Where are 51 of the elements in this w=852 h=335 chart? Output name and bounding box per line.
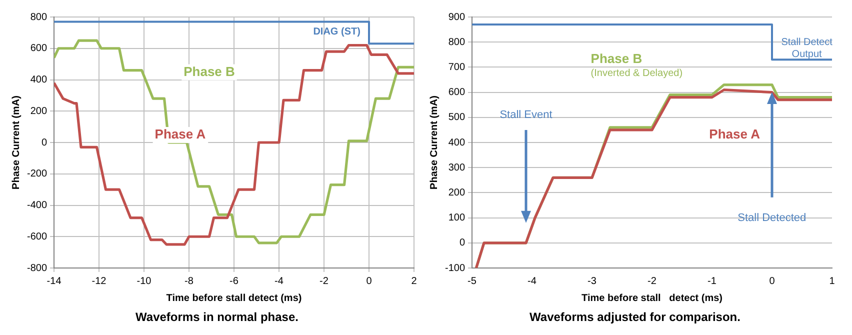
y-tick-label: 200 bbox=[448, 187, 466, 198]
y-tick-label: -200 bbox=[27, 168, 48, 180]
x-tick-label: -2 bbox=[648, 276, 657, 287]
series-label: DIAG (ST) bbox=[313, 26, 360, 38]
y-tick-label: -600 bbox=[27, 231, 48, 242]
y-axis-title: Phase Current (mA) bbox=[428, 96, 440, 190]
x-axis-title: Time before stall detect (ms) bbox=[582, 292, 722, 304]
y-tick-label: 900 bbox=[448, 12, 466, 23]
y-tick-label: -800 bbox=[27, 262, 48, 274]
x-tick-label: 2 bbox=[411, 276, 418, 287]
annotation: (Inverted & Delayed) bbox=[590, 68, 683, 80]
y-tick-label: 200 bbox=[30, 106, 48, 117]
y-tick-label: 400 bbox=[448, 137, 466, 148]
text: Phase A bbox=[709, 126, 761, 142]
x-tick-label: 0 bbox=[366, 276, 372, 287]
y-tick-label: 100 bbox=[448, 212, 466, 224]
y-tick-label: 400 bbox=[30, 74, 48, 86]
x-tick-label: -5 bbox=[468, 276, 477, 287]
x-tick-label: -6 bbox=[230, 276, 239, 287]
x-tick-label: -4 bbox=[274, 276, 284, 287]
y-tick-label: -400 bbox=[27, 200, 48, 211]
x-tick-label: -12 bbox=[92, 276, 107, 287]
y-tick-label: 600 bbox=[30, 43, 48, 54]
annotation: Stall Detected bbox=[738, 212, 806, 224]
text: Phase B bbox=[590, 51, 642, 66]
x-tick-label: 1 bbox=[829, 276, 836, 287]
x-axis-title: Time before stall detect (ms) bbox=[166, 292, 302, 304]
text: Waveforms in normal phase. bbox=[136, 310, 298, 324]
y-tick-label: 0 bbox=[41, 137, 48, 148]
y-tick-label: 800 bbox=[30, 12, 48, 23]
annotation: Stall Event bbox=[500, 108, 552, 121]
y-tick-label: -100 bbox=[445, 262, 466, 274]
text: Waveforms adjusted for comparison. bbox=[530, 310, 740, 324]
y-tick-label: 300 bbox=[448, 162, 466, 174]
x-tick-label: -8 bbox=[184, 276, 194, 287]
x-tick-label: -3 bbox=[588, 276, 597, 287]
y-tick-label: 500 bbox=[448, 112, 466, 124]
y-tick-label: 0 bbox=[459, 238, 466, 249]
x-tick-label: -2 bbox=[320, 276, 329, 287]
y-tick-label: 700 bbox=[448, 62, 466, 73]
x-tick-label: -10 bbox=[136, 276, 152, 287]
text: Phase B bbox=[184, 64, 235, 79]
y-tick-label: 600 bbox=[448, 87, 466, 98]
series-label: Stall Detect Output bbox=[781, 36, 833, 60]
x-tick-label: 0 bbox=[769, 276, 776, 287]
x-tick-label: -4 bbox=[528, 276, 537, 287]
x-tick-label: -14 bbox=[46, 276, 62, 287]
text: Phase A bbox=[154, 126, 206, 142]
x-tick-label: -1 bbox=[708, 276, 717, 287]
y-axis-title: Phase Current (mA) bbox=[10, 96, 22, 190]
y-tick-label: 800 bbox=[448, 36, 466, 48]
